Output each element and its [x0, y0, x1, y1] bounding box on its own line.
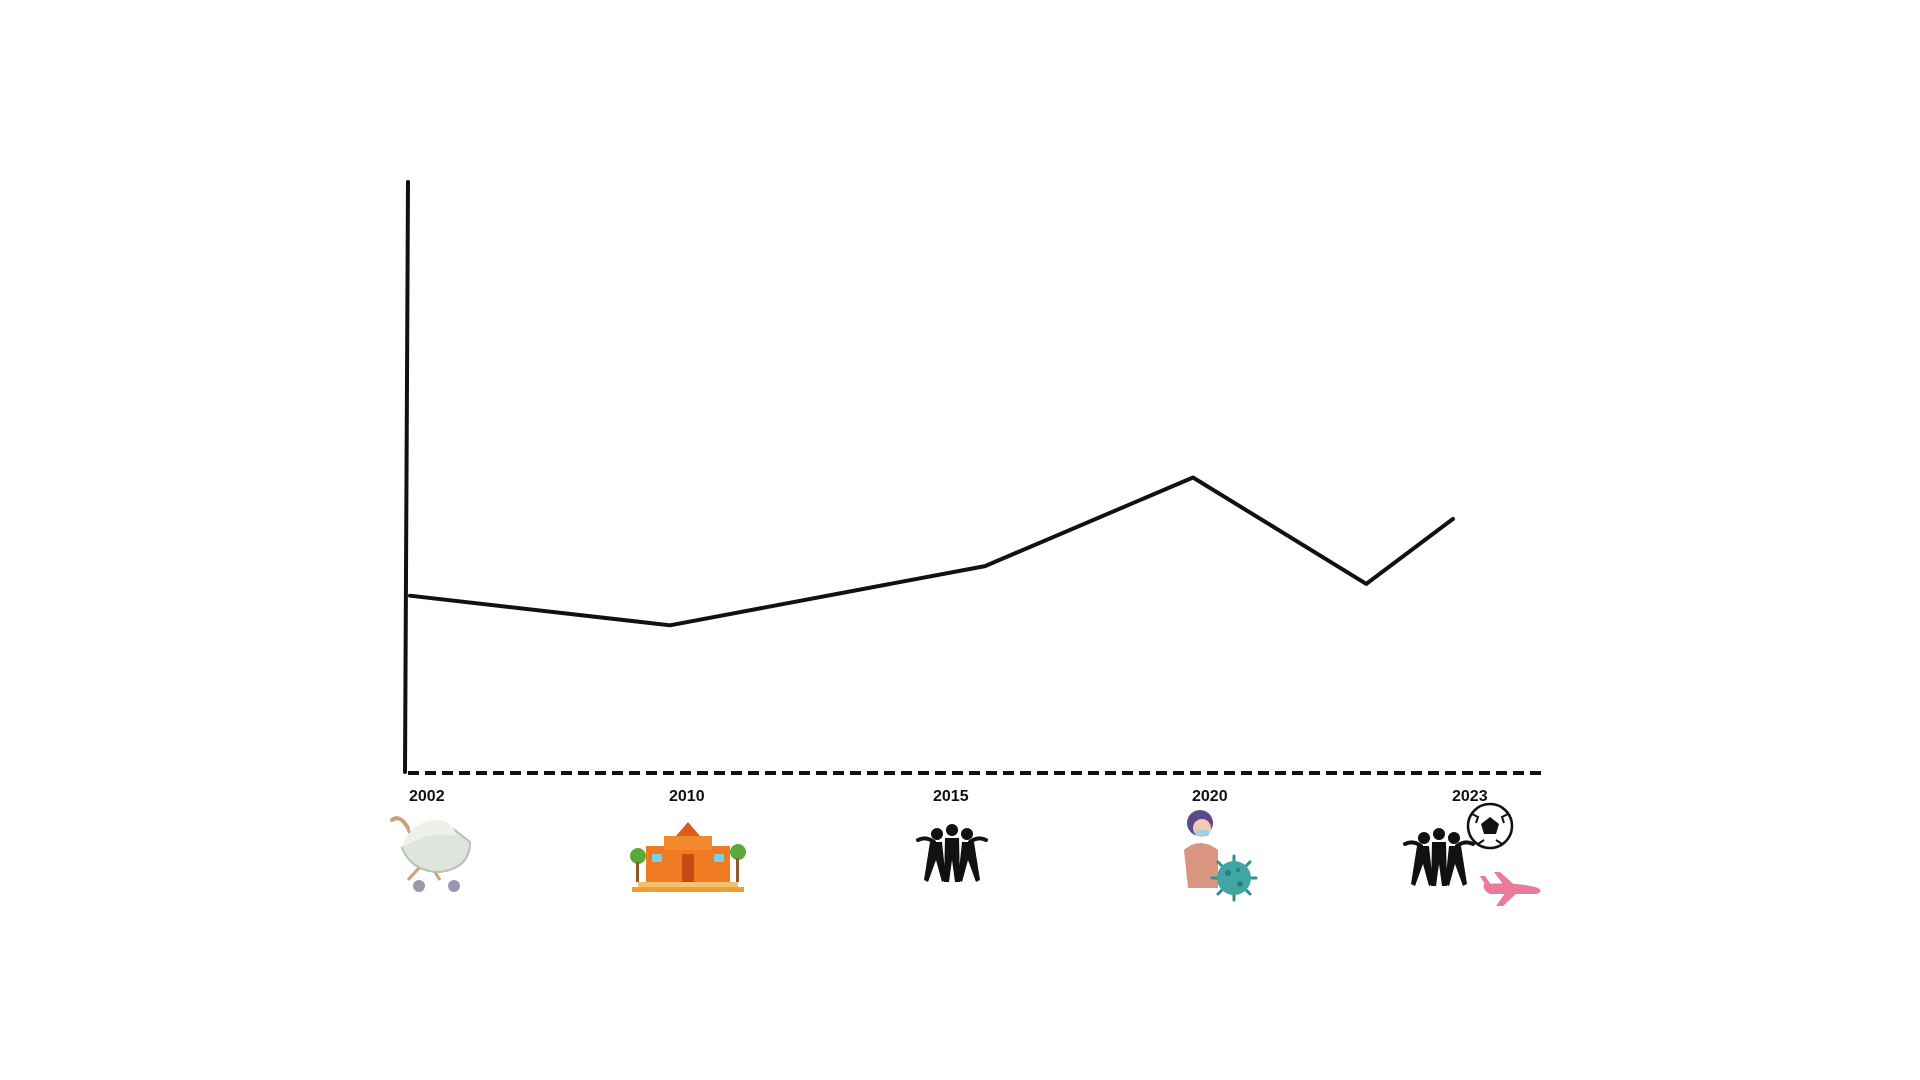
x-tick-label-2002: 2002 [409, 788, 445, 805]
soccer-ball-icon [1466, 802, 1514, 850]
airplane-icon [1480, 872, 1541, 906]
baby-pram-icon [390, 816, 472, 892]
friends-group-icon [1403, 828, 1475, 886]
y-axis [403, 180, 410, 774]
x-tick-label-2015: 2015 [933, 788, 969, 805]
x-tick-label-2020: 2020 [1192, 788, 1228, 805]
friends-group-icon [916, 824, 988, 882]
series-line [408, 475, 1455, 628]
virus-icon [1210, 854, 1258, 902]
masked-person-icon [1184, 810, 1218, 888]
x-tick-label-2023: 2023 [1452, 788, 1488, 805]
x-tick-label-2010: 2010 [669, 788, 705, 805]
school-building-icon [630, 822, 746, 892]
